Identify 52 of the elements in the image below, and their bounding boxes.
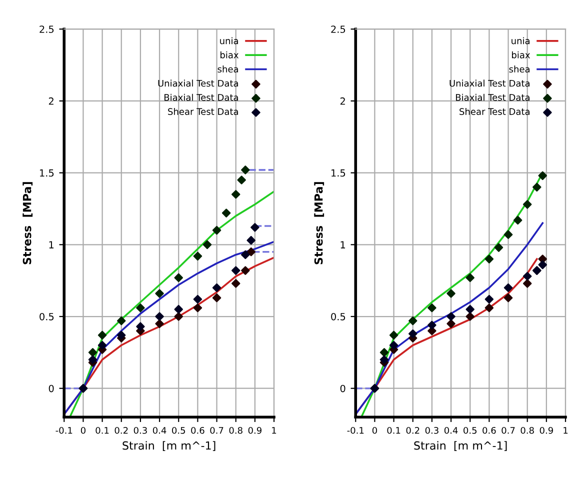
- x-tick-label: 0.1: [96, 426, 109, 434]
- x-tick-label: 0.5: [172, 426, 185, 434]
- y-tick-label: 0: [340, 384, 346, 392]
- x-tick-label: 0.2: [114, 426, 128, 434]
- x-tick-label: -0.1: [56, 426, 72, 434]
- y-axis-title: Stress [MPa]: [314, 182, 324, 264]
- x-axis-title: Strain [m m^-1]: [414, 441, 507, 452]
- x-tick-label: 0.9: [540, 426, 553, 434]
- x-tick-label: 0.3: [134, 426, 147, 434]
- legend-label: unia: [220, 37, 238, 44]
- x-tick-label: 0.7: [502, 426, 515, 434]
- legend-label: Biaxial Test Data: [456, 94, 530, 101]
- x-tick-label: 0: [80, 426, 86, 434]
- legend-label: Uniaxial Test Data: [158, 80, 238, 87]
- x-tick-label: 0: [372, 426, 377, 434]
- y-tick-label: 0.5: [40, 312, 54, 320]
- x-tick-label: 0.6: [191, 426, 204, 434]
- legend-label: shea: [218, 66, 238, 73]
- legend-label: biax: [220, 51, 239, 58]
- x-tick-label: 0.8: [520, 426, 534, 434]
- y-tick-label: 0.5: [331, 312, 346, 320]
- x-tick-label: 0.8: [229, 426, 242, 434]
- y-tick-label: 2: [48, 97, 54, 105]
- x-tick-label: 0.4: [152, 426, 166, 434]
- y-tick-label: 1.5: [332, 169, 346, 177]
- y-tick-label: 1: [340, 241, 346, 248]
- x-axis-title: Strain [m m^-1]: [122, 441, 216, 452]
- y-tick-label: 2: [340, 97, 345, 105]
- x-tick-label: 0.9: [248, 426, 262, 434]
- x-tick-label: 1: [564, 427, 568, 434]
- legend-label: biax: [512, 51, 530, 58]
- y-tick-label: 1: [49, 241, 54, 248]
- y-tick-label: 2.5: [40, 26, 54, 33]
- legend-label: Biaxial Test Data: [164, 94, 238, 101]
- x-tick-label: -0.1: [347, 426, 364, 434]
- y-tick-label: 1.5: [40, 169, 54, 177]
- y-tick-label: 2.5: [331, 26, 346, 33]
- legend-label: unia: [512, 37, 530, 44]
- x-tick-label: 0.1: [387, 426, 400, 434]
- x-tick-label: 0.3: [425, 426, 438, 434]
- x-tick-label: 0.2: [406, 426, 420, 434]
- y-axis-title: Stress [MPa]: [22, 182, 33, 264]
- x-tick-label: 0.5: [464, 426, 476, 434]
- x-tick-label: 0.4: [444, 426, 458, 434]
- legend-label: shea: [509, 66, 530, 73]
- legend-label: Uniaxial Test Data: [450, 80, 530, 87]
- legend-label: Shear Test Data: [460, 108, 530, 115]
- x-tick-label: 0.7: [210, 426, 224, 434]
- legend-label: Shear Test Data: [168, 108, 238, 115]
- x-tick-label: 0.6: [482, 426, 496, 434]
- x-tick-label: 1: [272, 427, 276, 434]
- y-tick-label: 0: [48, 384, 54, 392]
